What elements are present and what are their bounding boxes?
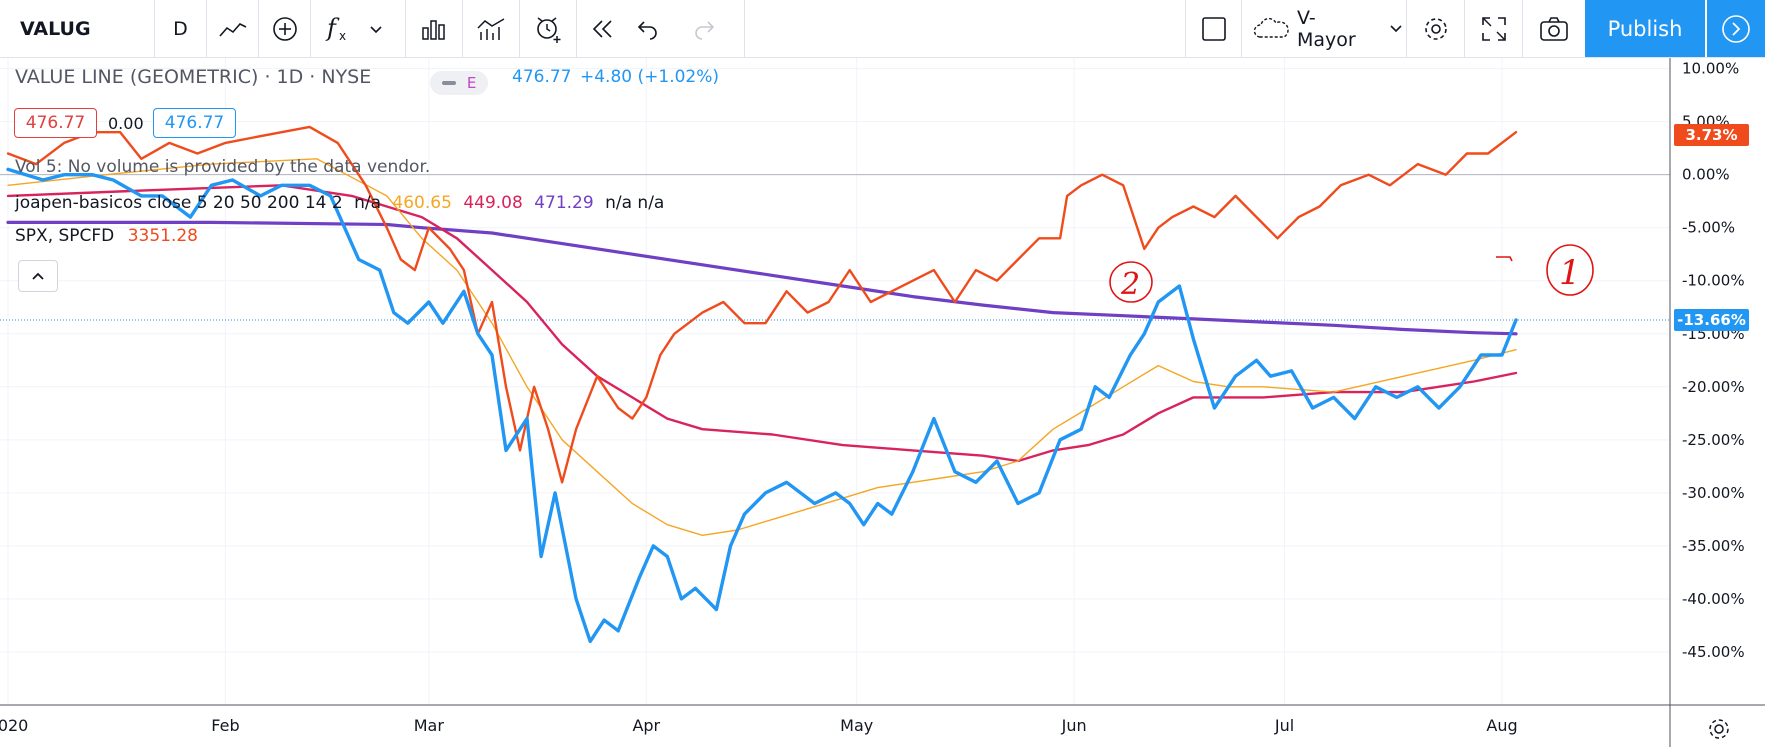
chart-bars-line-icon [477,17,505,40]
compare-symbol: SPX, SPCFD [15,226,115,246]
alarm-clock-icon [537,16,561,43]
indicator-legend[interactable]: joapen-basicos close 5 20 50 200 14 2 n/… [15,193,664,213]
indicator-na-rest: n/a n/a [605,193,665,213]
y-tick-label: -30.00% [1682,484,1745,502]
bar-chart-icon [422,19,445,40]
symbol-label: VALUG [20,17,91,40]
financials-button[interactable] [463,0,520,57]
x-tick-label: Apr [632,716,660,735]
x-tick-label: Aug [1486,716,1517,735]
series-line-ma200 [6,220,1518,336]
annotation-circle-2 [1109,261,1153,303]
y-tick-label: -20.00% [1682,378,1745,396]
scale-settings-button[interactable] [1672,710,1765,747]
indicator-name: joapen-basicos close 5 20 50 200 14 2 [15,193,343,213]
fullscreen-button[interactable] [1465,0,1523,57]
plus-circle-icon [272,16,297,41]
gear-icon [1424,17,1447,40]
y-tick-label: -25.00% [1682,431,1745,449]
x-tick-label: Jul [1274,716,1294,735]
cloud-icon [1253,17,1289,38]
snapshot-button[interactable] [1523,0,1585,57]
x-tick-label: May [840,716,873,735]
y-tick-label: 10.00% [1682,60,1739,78]
series-line-ma20 [7,158,1517,536]
main-series-title: VALUE LINE (GEOMETRIC) · 1D · NYSE [15,66,372,88]
indicator-na: n/a [354,193,382,213]
y-tick-label: 0.00% [1682,166,1730,184]
square-layout-icon [1201,16,1226,41]
line-chart-icon [218,22,246,37]
svg-text:f: f [325,15,340,42]
x-tick-label: 2020 [0,716,28,735]
publish-button[interactable]: Publish [1585,0,1705,57]
price-change: +4.80 (+1.02%) [580,67,720,87]
chart-style-button[interactable] [207,0,259,57]
annotation-circle-1 [1546,244,1594,296]
annotation-label-1: 1 [1559,253,1581,293]
expand-icon [1481,16,1506,41]
series-line-main [6,167,1518,644]
indicator-ma20: 460.65 [392,193,452,213]
last-price: 476.77 [512,67,572,87]
layout-select-button[interactable] [1185,0,1242,57]
redo-icon [694,20,714,40]
redo-button[interactable] [665,0,745,57]
interval-button[interactable]: D [155,0,207,57]
templates-button[interactable] [406,0,463,57]
layout-name: V-Mayor [1296,6,1356,51]
compare-button[interactable] [259,0,311,57]
x-tick-label: Jun [1061,716,1087,735]
annotation-mark [1496,256,1513,262]
y-tick-label: -35.00% [1682,537,1745,555]
undo-icon [637,20,657,40]
settings-button[interactable] [1407,0,1465,57]
chart-area[interactable]: 10.00%5.00%0.00%-5.00%-10.00%-15.00%-20.… [0,58,1765,747]
series-line-spx [6,125,1518,484]
x-tick-label: Mar [414,716,445,735]
compare-legend[interactable]: SPX, SPCFD 3351.28 [15,226,198,246]
main-axis-tag: -13.66% [1674,309,1749,331]
y-tick-label: -10.00% [1682,272,1745,290]
chevron-down-icon [1389,24,1402,32]
indicator-ma50: 449.08 [463,193,523,213]
gear-icon [1708,718,1729,739]
svg-text:x: x [339,29,346,43]
compare-value: 3351.28 [127,226,198,246]
camera-icon [1540,16,1568,41]
indicator-ma200: 471.29 [534,193,594,213]
publish-label: Publish [1607,16,1683,41]
alert-button[interactable] [520,0,577,57]
volume-message: Vol 5: No volume is provided by the data… [15,157,431,177]
y-tick-label: -5.00% [1682,219,1735,237]
spx-axis-tag: 3.73% [1674,124,1749,146]
play-button[interactable] [1707,0,1765,57]
annotation-label-2: 2 [1120,267,1140,302]
y-tick-label: -45.00% [1682,643,1745,661]
symbol-search-button[interactable]: VALUG [0,0,155,57]
replay-button[interactable] [577,0,629,57]
x-tick-label: Feb [211,716,239,735]
play-circle-icon [1722,14,1750,43]
y-tick-label: -40.00% [1682,590,1745,608]
rewind-icon [592,19,612,38]
save-layout-button[interactable]: V-Mayor [1242,0,1407,57]
interval-label: D [173,17,188,40]
change-value: 0.00 [108,114,144,133]
undo-button[interactable] [629,0,665,57]
series-line-ma50 [6,184,1518,463]
